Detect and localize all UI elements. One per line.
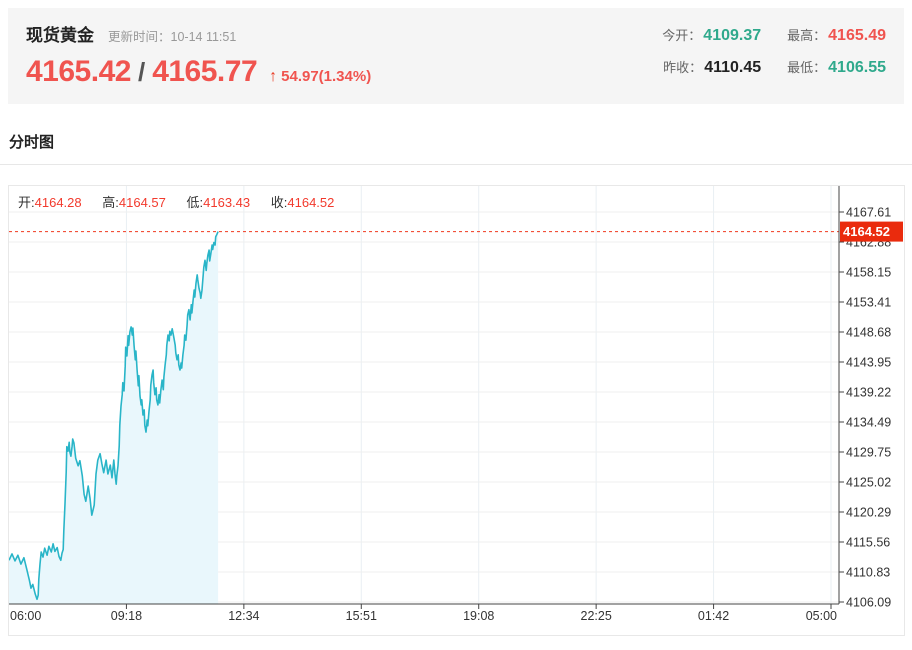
stat-prev-close-value: 4110.45 bbox=[704, 59, 762, 76]
y-axis-label: 4134.49 bbox=[846, 416, 891, 430]
ohlc-high-value: 4164.57 bbox=[118, 195, 166, 210]
y-axis-label: 4153.41 bbox=[846, 296, 891, 310]
stat-high-value: 4165.49 bbox=[828, 27, 886, 44]
y-axis-label: 4120.29 bbox=[846, 506, 891, 520]
x-axis-label: 19:08 bbox=[463, 609, 494, 623]
price-separator: / bbox=[137, 57, 146, 87]
update-time-value: 10-14 11:51 bbox=[170, 30, 237, 44]
ohlc-low-label: 低: bbox=[186, 195, 204, 210]
ohlc-close-label: 收: bbox=[270, 195, 288, 210]
y-axis-label: 4115.56 bbox=[846, 536, 890, 550]
stat-low-label: 最低： bbox=[787, 60, 827, 75]
stat-open: 今开： 4109.37 bbox=[662, 25, 761, 45]
ohlc-high: 高:4164.57 bbox=[102, 195, 166, 210]
section-divider bbox=[0, 164, 912, 165]
series-line bbox=[9, 231, 219, 601]
x-axis-label: 22:25 bbox=[581, 609, 612, 623]
update-time-label: 更新时间： bbox=[108, 30, 171, 44]
ohlc-close: 收:4164.52 bbox=[271, 195, 335, 210]
stat-open-label: 今开： bbox=[662, 28, 702, 43]
stat-low-value: 4106.55 bbox=[828, 59, 886, 76]
ohlc-low-value: 4163.43 bbox=[203, 195, 251, 210]
y-axis-label: 4143.95 bbox=[846, 356, 891, 370]
stat-prev-close: 昨收： 4110.45 bbox=[662, 57, 761, 77]
ohlc-open-value: 4164.28 bbox=[34, 195, 82, 210]
ohlc-legend: 开:4164.28 高:4164.57 低:4163.43 收:4164.52 bbox=[18, 192, 351, 211]
quote-panel: 现货黄金 更新时间：10-14 11:51 4165.42 / 4165.77 … bbox=[8, 8, 904, 104]
y-axis-label: 4167.61 bbox=[846, 206, 891, 220]
ask-price: 4165.77 bbox=[152, 55, 258, 88]
ohlc-open-label: 开: bbox=[18, 195, 35, 210]
x-axis-label: 09:18 bbox=[111, 609, 142, 623]
intraday-chart[interactable]: 4167.614162.884158.154153.414148.684143.… bbox=[9, 186, 904, 635]
y-axis-label: 4129.75 bbox=[846, 446, 891, 460]
section-title: 分时图 bbox=[9, 134, 55, 151]
x-axis-label: 15:51 bbox=[346, 609, 377, 623]
stat-high: 最高： 4165.49 bbox=[787, 25, 886, 45]
instrument-title: 现货黄金 bbox=[26, 26, 94, 45]
bid-price: 4165.42 bbox=[26, 55, 131, 88]
x-axis-label: 12:34 bbox=[228, 609, 259, 623]
ohlc-low: 低:4163.43 bbox=[187, 195, 251, 210]
x-axis-label: 05:00 bbox=[806, 609, 837, 623]
ohlc-open: 开:4164.28 bbox=[18, 195, 82, 210]
price-change: 54.97(1.34%) bbox=[281, 68, 372, 85]
current-price-tag-label: 4164.52 bbox=[843, 224, 890, 239]
y-axis-label: 4106.09 bbox=[846, 596, 891, 610]
intraday-chart-panel: 开:4164.28 高:4164.57 低:4163.43 收:4164.52 … bbox=[8, 185, 905, 636]
stat-low: 最低： 4106.55 bbox=[787, 57, 886, 77]
stat-open-value: 4109.37 bbox=[703, 27, 762, 44]
ohlc-high-label: 高: bbox=[102, 195, 119, 210]
current-price-tag bbox=[840, 221, 903, 242]
y-axis-label: 4110.83 bbox=[846, 566, 890, 580]
y-axis-label: 4158.15 bbox=[846, 266, 891, 280]
y-axis-label: 4125.02 bbox=[846, 476, 891, 490]
update-time: 更新时间：10-14 11:51 bbox=[108, 26, 236, 45]
stat-high-label: 最高： bbox=[787, 28, 827, 43]
x-axis-label: 06:00 bbox=[10, 609, 41, 623]
series-fill bbox=[9, 231, 219, 604]
quote-main: 现货黄金 更新时间：10-14 11:51 4165.42 / 4165.77 … bbox=[26, 21, 371, 89]
ohlc-close-value: 4164.52 bbox=[287, 195, 335, 210]
stat-prev-close-label: 昨收： bbox=[663, 60, 703, 75]
y-axis-label: 4148.68 bbox=[846, 326, 891, 340]
quote-stats: 今开： 4109.37 最高： 4165.49 昨收： 4110.45 最低： … bbox=[662, 21, 886, 77]
x-axis-label: 01:42 bbox=[698, 609, 729, 623]
up-arrow-icon: ↑ bbox=[269, 68, 278, 85]
y-axis-label: 4139.22 bbox=[846, 386, 891, 400]
